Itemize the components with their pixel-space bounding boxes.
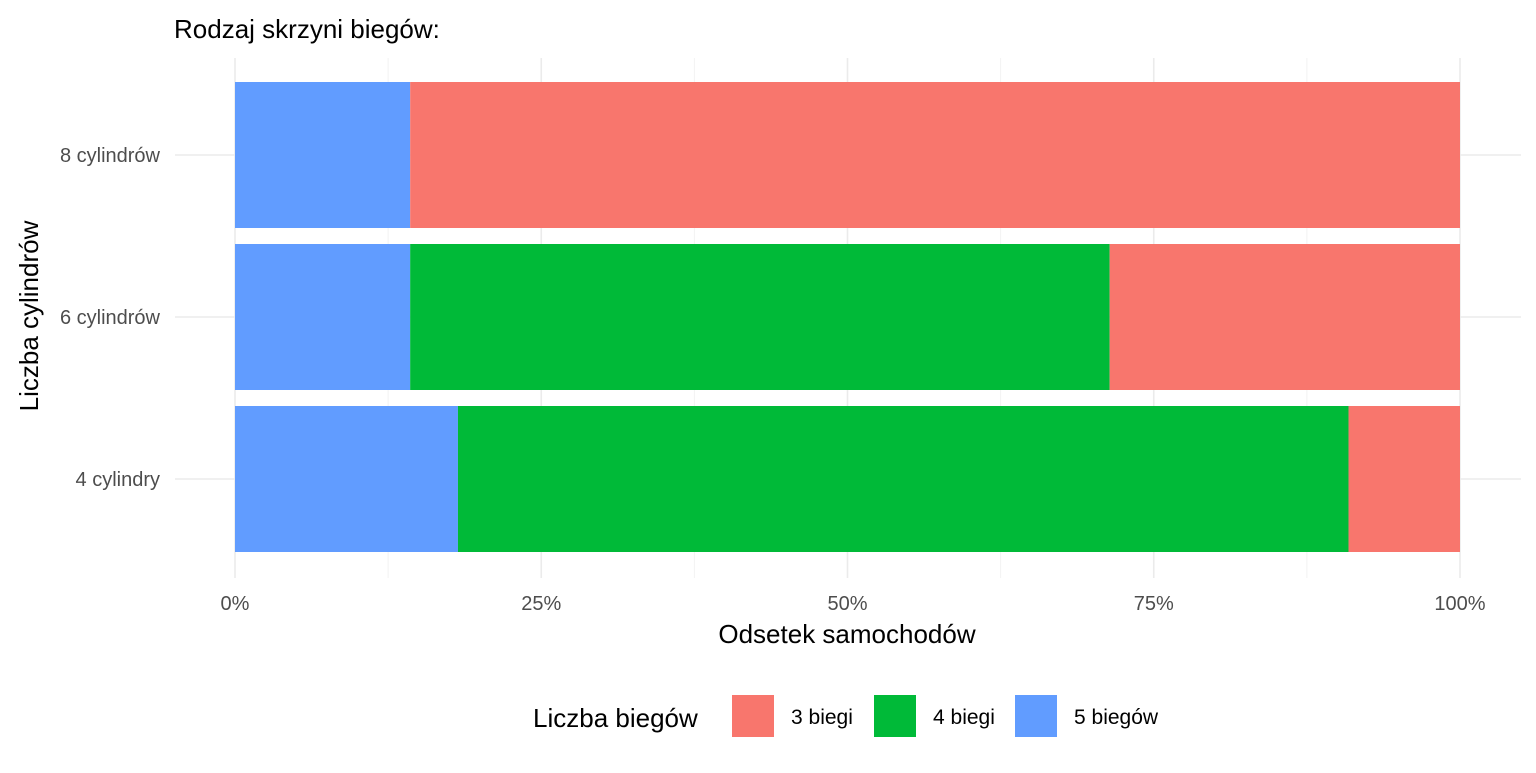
legend-key	[732, 695, 774, 737]
bar-segment	[1348, 406, 1460, 552]
chart-title: Rodzaj skrzyni biegów:	[174, 14, 440, 44]
bar-segment	[410, 244, 1110, 390]
y-tick-label: 4 cylindry	[76, 469, 160, 491]
bar-segment	[457, 406, 1349, 552]
bar-segment	[235, 244, 411, 390]
x-tick-label: 25%	[521, 593, 561, 615]
legend-label: 4 biegi	[933, 706, 995, 729]
x-tick-label: 75%	[1134, 593, 1174, 615]
y-tick-label: 8 cylindrów	[60, 145, 161, 167]
x-tick-label: 50%	[827, 593, 867, 615]
legend-key	[874, 695, 916, 737]
x-tick-label: 0%	[221, 593, 250, 615]
y-tick-label: 6 cylindrów	[60, 307, 161, 329]
x-tick-label: 100%	[1434, 593, 1485, 615]
legend-title: Liczba biegów	[533, 703, 698, 733]
bar-segment	[235, 82, 411, 228]
y-axis-title: Liczba cylindrów	[14, 220, 44, 411]
legend-key	[1015, 695, 1057, 737]
legend-label: 5 biegów	[1074, 706, 1159, 729]
axes-layer: 0% 25% 50% 75% 100% 4 cylindry 6 cylindrów 8 cy…	[60, 145, 1486, 615]
bar-segment	[1109, 244, 1460, 390]
legend-label: 3 biegi	[791, 706, 853, 729]
bars-layer	[235, 82, 1460, 552]
bar-segment	[235, 406, 458, 552]
legend: Liczba biegów 3 biegi 4 biegi 5 biegów	[533, 695, 1159, 737]
x-axis-title: Odsetek samochodów	[718, 619, 975, 649]
bar-segment	[410, 82, 1460, 228]
